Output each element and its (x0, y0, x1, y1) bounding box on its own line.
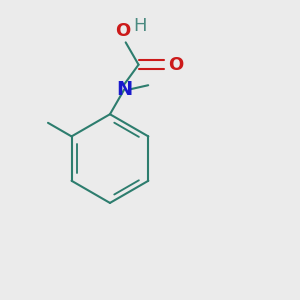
Text: O: O (115, 22, 130, 40)
Text: H: H (133, 17, 146, 35)
Text: O: O (169, 56, 184, 74)
Text: N: N (116, 80, 132, 99)
